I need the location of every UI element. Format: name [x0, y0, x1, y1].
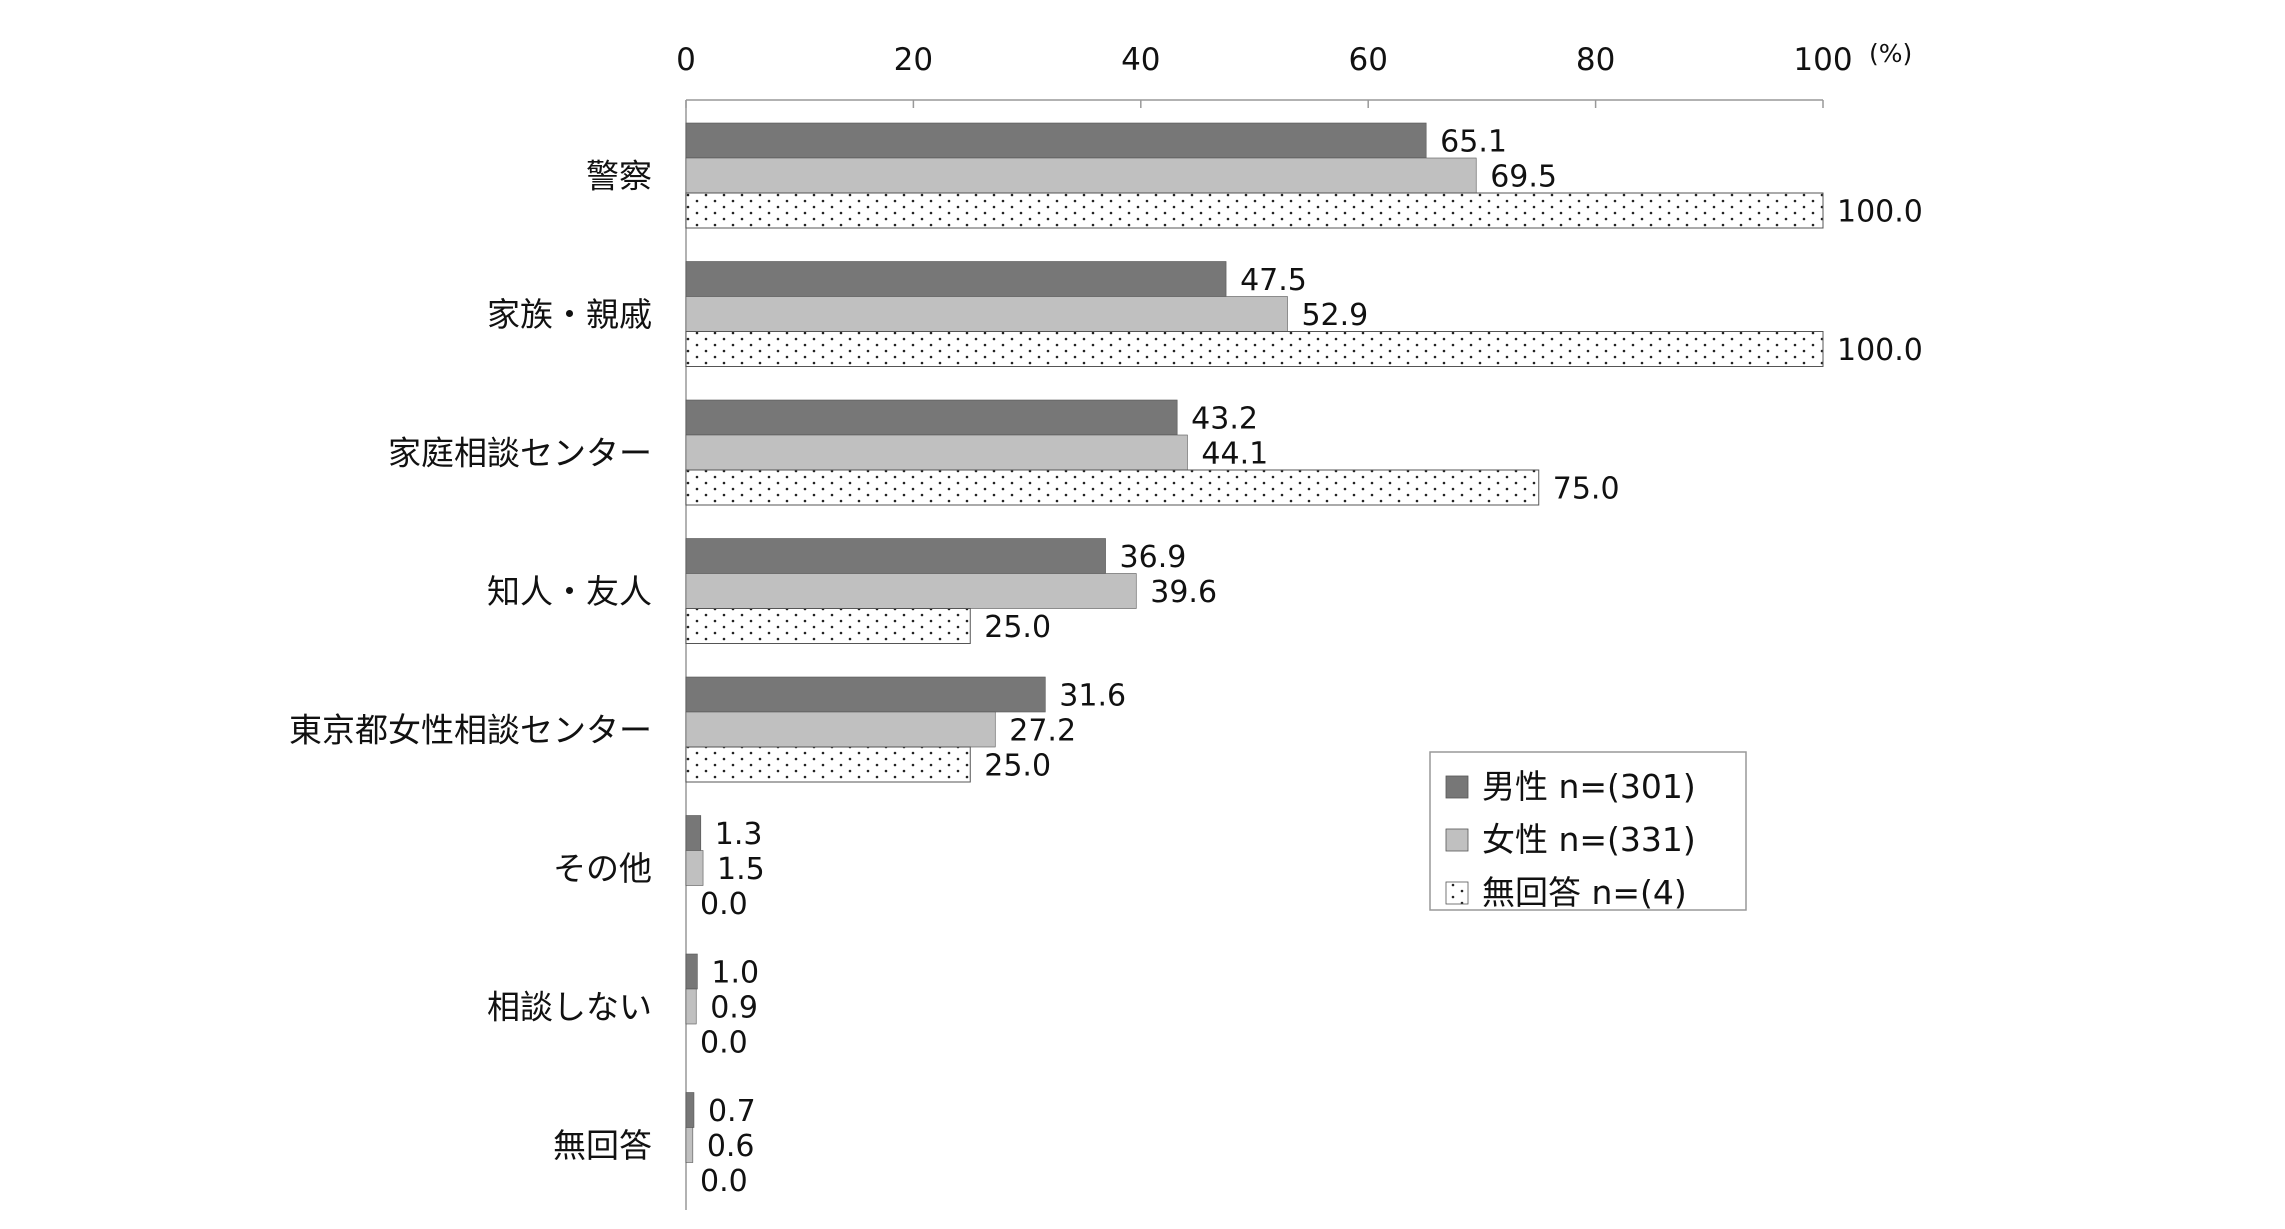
bar — [685, 296, 1288, 332]
data-label: 31.6 — [1059, 679, 1126, 714]
x-unit-label: (%) — [1869, 39, 1912, 68]
bar — [685, 953, 698, 990]
legend-label: 女性 n=(331) — [1482, 820, 1696, 859]
x-tick-label: 100 — [1793, 42, 1852, 78]
x-tick-label: 0 — [676, 42, 696, 78]
bar — [685, 469, 1540, 506]
data-label: 36.9 — [1120, 540, 1187, 575]
data-label: 43.2 — [1191, 402, 1258, 437]
data-label: 25.0 — [984, 610, 1051, 645]
category-label: その他 — [553, 849, 652, 888]
legend-swatch — [1445, 775, 1469, 799]
bar — [685, 746, 971, 783]
legend-label: 男性 n=(301) — [1482, 767, 1696, 806]
bars-layer — [685, 122, 1824, 1163]
bar — [685, 434, 1188, 471]
bar — [685, 573, 1137, 609]
data-label: 47.5 — [1240, 263, 1307, 298]
legend-swatch — [1445, 881, 1469, 905]
legend: 男性 n=(301) 女性 n=(331) 無回答 n=(4) — [1429, 751, 1747, 912]
x-tick-label: 20 — [894, 42, 933, 78]
data-label: 0.9 — [710, 991, 758, 1026]
data-label: 100.0 — [1837, 195, 1923, 230]
category-label: 東京都女性相談センター — [289, 711, 652, 750]
data-label: 0.0 — [700, 1164, 748, 1199]
bar — [685, 122, 1427, 159]
x-tick-label: 60 — [1348, 42, 1387, 78]
bar — [685, 850, 704, 886]
legend-swatch — [1445, 828, 1469, 852]
bar — [685, 608, 971, 644]
data-label: 1.5 — [717, 852, 765, 887]
bar — [685, 1092, 695, 1128]
legend-label: 無回答 n=(4) — [1482, 873, 1687, 912]
bar — [685, 815, 702, 851]
data-label: 0.7 — [708, 1094, 756, 1129]
data-label: 0.0 — [700, 1026, 748, 1061]
category-label: 家庭相談センター — [388, 434, 652, 473]
x-tick-label: 40 — [1121, 42, 1160, 78]
bar — [685, 988, 697, 1025]
category-label: 無回答 — [553, 1126, 652, 1165]
bar — [685, 331, 1824, 367]
data-label: 44.1 — [1201, 437, 1268, 472]
legend-box — [1429, 751, 1747, 911]
bar — [685, 676, 1046, 713]
data-label: 1.0 — [711, 956, 759, 991]
data-label: 75.0 — [1553, 472, 1620, 507]
category-label: 相談しない — [487, 988, 652, 1027]
bar — [685, 261, 1227, 297]
bar — [685, 1127, 694, 1163]
data-label: 69.5 — [1490, 160, 1557, 195]
bar — [685, 711, 996, 748]
bar — [685, 157, 1477, 194]
data-label: 27.2 — [1009, 714, 1076, 749]
data-label: 100.0 — [1837, 333, 1923, 368]
data-label: 65.1 — [1440, 125, 1507, 160]
data-label: 25.0 — [984, 749, 1051, 784]
category-label: 警察 — [586, 157, 652, 196]
bar — [685, 538, 1106, 574]
data-label: 1.3 — [715, 817, 763, 852]
category-label: 知人・友人 — [487, 572, 652, 611]
data-label: 0.6 — [707, 1129, 755, 1164]
data-label: 39.6 — [1150, 575, 1217, 610]
data-label: 52.9 — [1301, 298, 1368, 333]
labels-layer: 警察 65.169.5 100.0 家族・親戚 47.552.9 100.0 家庭相談センタ… — [289, 125, 1923, 1200]
x-tick-label: 80 — [1576, 42, 1615, 78]
category-label: 家族・親戚 — [487, 295, 652, 334]
bar — [685, 192, 1824, 229]
bar — [685, 399, 1178, 436]
data-label: 0.0 — [700, 887, 748, 922]
